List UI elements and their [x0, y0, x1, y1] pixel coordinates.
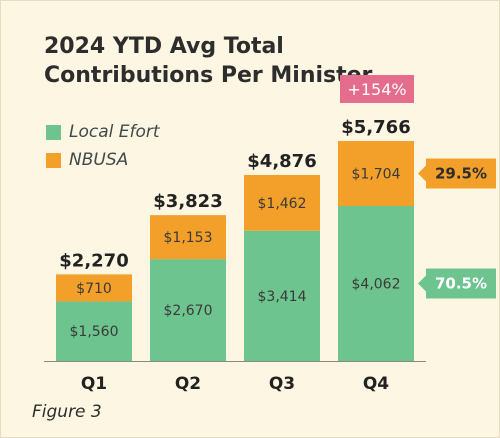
callout-arrow-nbusa: [418, 165, 426, 182]
total-label-q3: $4,876: [247, 151, 316, 172]
x-tick-label-q4: Q4: [363, 374, 389, 394]
value-label-local-q1: $1,560: [70, 324, 119, 340]
chart-title: 2024 YTD Avg Total Contributions Per Min…: [44, 32, 372, 90]
value-label-local-q3: $3,414: [258, 289, 307, 305]
growth-badge-label: +154%: [347, 80, 406, 99]
legend-label-nbusa: NBUSA: [69, 150, 129, 170]
value-label-nbusa-q2: $1,153: [164, 230, 213, 246]
value-label-local-q2: $2,670: [164, 303, 213, 319]
x-tick-label-q1: Q1: [81, 374, 107, 394]
value-label-local-q4: $4,062: [352, 277, 401, 293]
chart-legend: Local Efort NBUSA: [46, 118, 160, 174]
legend-item-nbusa: NBUSA: [46, 146, 160, 174]
bar-segment-nbusa-q3: [244, 174, 320, 231]
bar-segment-nbusa-q1: [56, 274, 132, 302]
bar-segment-local-q3: [244, 230, 320, 361]
figure-caption: Figure 3: [32, 402, 102, 422]
value-label-nbusa-q4: $1,704: [352, 167, 401, 183]
growth-badge: [340, 75, 414, 103]
bar-segment-nbusa-q2: [150, 215, 226, 260]
total-label-q2: $3,823: [153, 191, 222, 212]
legend-label-local: Local Efort: [69, 122, 160, 142]
share-callout-nbusa: [426, 158, 496, 189]
chart-title-line-2: Contributions Per Minister: [44, 63, 373, 88]
bar-segment-local-q1: [56, 301, 132, 361]
share-label-nbusa: 29.5%: [435, 165, 487, 183]
total-label-q1: $2,270: [59, 250, 128, 271]
bar-segment-local-q4: [338, 206, 414, 361]
legend-item-local: Local Efort: [46, 118, 160, 146]
x-tick-label-q2: Q2: [175, 374, 201, 394]
share-label-local: 70.5%: [435, 275, 487, 293]
total-label-q4: $5,766: [341, 117, 410, 138]
bar-segment-nbusa-q4: [338, 141, 414, 207]
value-label-nbusa-q3: $1,462: [258, 196, 307, 212]
legend-swatch-nbusa: [46, 152, 61, 168]
callout-arrow-local: [418, 275, 426, 292]
x-tick-label-q3: Q3: [269, 374, 295, 394]
chart-title-line-1: 2024 YTD Avg Total: [44, 34, 284, 59]
legend-swatch-local: [46, 124, 61, 140]
share-callout-local: [426, 268, 496, 299]
value-label-nbusa-q1: $710: [76, 281, 112, 297]
bar-segment-local-q2: [150, 259, 226, 361]
